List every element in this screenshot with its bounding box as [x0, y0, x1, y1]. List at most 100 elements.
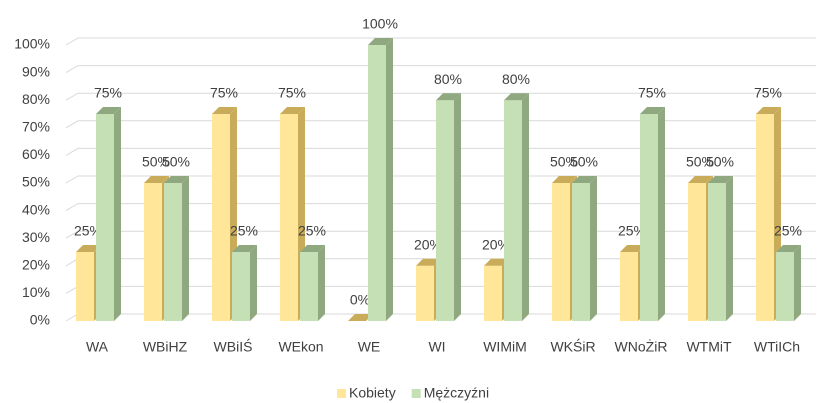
bar-front: [552, 183, 570, 321]
x-tick-label: WKŚiR: [550, 338, 595, 355]
bar-top: [232, 245, 257, 252]
bar-front: [504, 100, 522, 321]
bar-side: [522, 93, 529, 321]
bar-top: [348, 314, 373, 321]
bar-front: [212, 114, 230, 321]
bar-front: [756, 114, 774, 321]
bar-top: [484, 258, 509, 266]
y-tick-label: 10%: [22, 284, 50, 300]
bar-top: [436, 93, 461, 101]
y-tick-label: 70%: [22, 119, 50, 135]
bar-side: [590, 176, 597, 321]
bar-top: [416, 258, 441, 266]
bar-front: [484, 265, 502, 321]
bar-top: [164, 176, 189, 183]
x-tick-label: WIMiM: [483, 339, 527, 355]
data-label: 50%: [550, 154, 578, 170]
bar-front: [144, 183, 162, 321]
bar-front: [708, 183, 726, 321]
x-tick-label: WTiICh: [754, 339, 800, 355]
bar-front: [688, 183, 706, 321]
data-label: 75%: [210, 85, 238, 101]
bar-side: [318, 245, 325, 321]
bar: [572, 176, 597, 321]
bar-top: [300, 245, 325, 252]
data-label: 25%: [298, 223, 326, 239]
data-label: 20%: [414, 237, 442, 253]
bar-side: [250, 245, 257, 321]
bar-top: [144, 176, 169, 183]
bar: [212, 107, 237, 321]
x-tick-label: WNoŻiR: [615, 338, 668, 355]
data-label: 75%: [278, 85, 306, 101]
bar-front: [416, 265, 434, 321]
bar-front: [640, 114, 658, 321]
bar-top: [572, 176, 597, 183]
x-tick-label: WA: [86, 339, 109, 355]
bar-top: [96, 107, 121, 114]
x-tick-label: WTMiT: [686, 339, 732, 355]
bar-side: [726, 176, 733, 321]
bar-top: [368, 38, 393, 45]
data-label: 25%: [74, 223, 102, 239]
bar-top: [776, 245, 801, 252]
bar-front: [776, 252, 794, 321]
data-label: 50%: [570, 154, 598, 170]
bar-front: [76, 252, 94, 321]
y-tick-label: 0%: [30, 312, 50, 328]
data-label: 50%: [686, 154, 714, 170]
y-tick-label: 90%: [22, 63, 50, 79]
data-label: 75%: [638, 85, 666, 101]
bar-top: [280, 107, 305, 114]
data-label: 50%: [142, 154, 170, 170]
bar-side: [794, 245, 801, 321]
bar-top: [688, 176, 713, 183]
legend-swatch: [337, 389, 346, 398]
data-label: 25%: [230, 223, 258, 239]
bar-top: [212, 107, 237, 114]
bar-front: [368, 45, 386, 321]
legend-label: Mężczyźni: [424, 385, 489, 401]
bar: [232, 245, 257, 321]
bar-front: [96, 114, 114, 321]
data-label: 100%: [362, 16, 398, 32]
bar-top: [620, 245, 645, 252]
bar: [144, 176, 169, 321]
bar-front: [572, 183, 590, 321]
data-label: 25%: [774, 223, 802, 239]
bar-front: [620, 252, 638, 321]
bar-side: [386, 38, 393, 321]
bar-top: [552, 176, 577, 183]
y-tick-label: 30%: [22, 229, 50, 245]
y-tick-label: 20%: [22, 257, 50, 273]
y-tick-label: 80%: [22, 91, 50, 107]
y-tick-label: 100%: [14, 36, 50, 52]
bar: [436, 93, 461, 321]
bar-front: [436, 100, 454, 321]
data-label: 50%: [706, 154, 734, 170]
data-label: 75%: [94, 85, 122, 101]
y-tick-label: 40%: [22, 201, 50, 217]
data-label: 80%: [502, 71, 530, 87]
bar: [504, 93, 529, 321]
bar-top: [76, 245, 101, 252]
bar: [96, 107, 121, 321]
y-tick-label: 50%: [22, 174, 50, 190]
bar-top: [504, 93, 529, 101]
bar-front: [280, 114, 298, 321]
grid-line: [65, 120, 816, 129]
bar: [708, 176, 733, 321]
legend-label: Kobiety: [349, 385, 396, 401]
x-tick-label: WI: [428, 339, 445, 355]
bar-side: [182, 176, 189, 321]
bar-front: [232, 252, 250, 321]
bar-side: [658, 107, 665, 321]
bar-top: [708, 176, 733, 183]
bar: [164, 176, 189, 321]
x-tick-label: WBiHZ: [143, 339, 188, 355]
y-tick-label: 60%: [22, 146, 50, 162]
grid-line: [65, 65, 816, 74]
bar-top: [640, 107, 665, 114]
bar-front: [300, 252, 318, 321]
